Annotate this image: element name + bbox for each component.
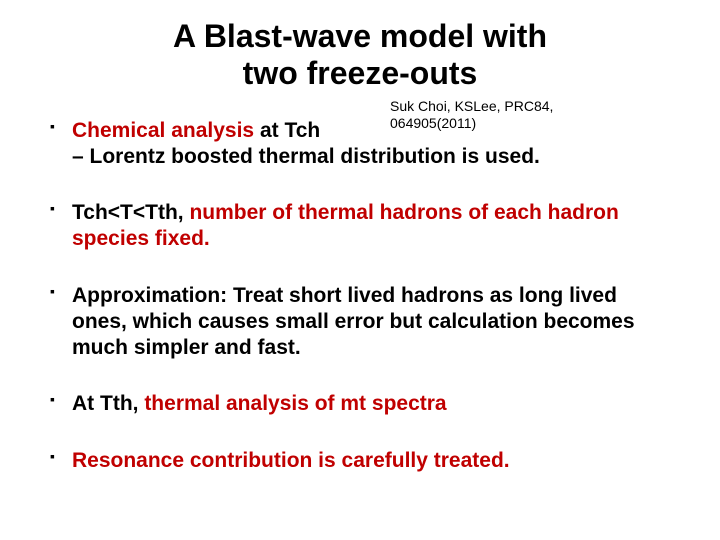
bullet-item: Tch<T<Tth, number of thermal hadrons of …: [72, 200, 670, 253]
slide-title: A Blast-wave model with two freeze-outs: [50, 18, 670, 92]
bullet-text: Approximation: Treat short lived hadrons…: [72, 284, 635, 360]
bullet-item: Resonance contribution is carefully trea…: [72, 448, 670, 474]
bullet-item: At Tth, thermal analysis of mt spectra: [72, 391, 670, 417]
bullet-item: Chemical analysis at Tch – Lorentz booste…: [72, 118, 670, 171]
bullet-text: At Tth,: [72, 392, 144, 415]
bullet-text: Resonance contribution is carefully trea…: [72, 449, 510, 472]
citation-line1: Suk Choi, KSLee, PRC84,: [390, 98, 553, 114]
slide-container: A Blast-wave model with two freeze-outs …: [0, 0, 720, 540]
title-line1: A Blast-wave model with: [173, 18, 547, 54]
bullet-item: Approximation: Treat short lived hadrons…: [72, 283, 670, 362]
bullet-text: at Tch: [254, 119, 320, 142]
title-line2: two freeze-outs: [243, 55, 478, 91]
bullet-text: – Lorentz boosted thermal distribution i…: [72, 145, 540, 168]
bullet-text: Tch<T<Tth,: [72, 201, 189, 224]
bullet-text: Chemical analysis: [72, 119, 254, 142]
bullet-text: thermal analysis of mt spectra: [144, 392, 446, 415]
bullet-list: Chemical analysis at Tch – Lorentz booste…: [50, 118, 670, 474]
